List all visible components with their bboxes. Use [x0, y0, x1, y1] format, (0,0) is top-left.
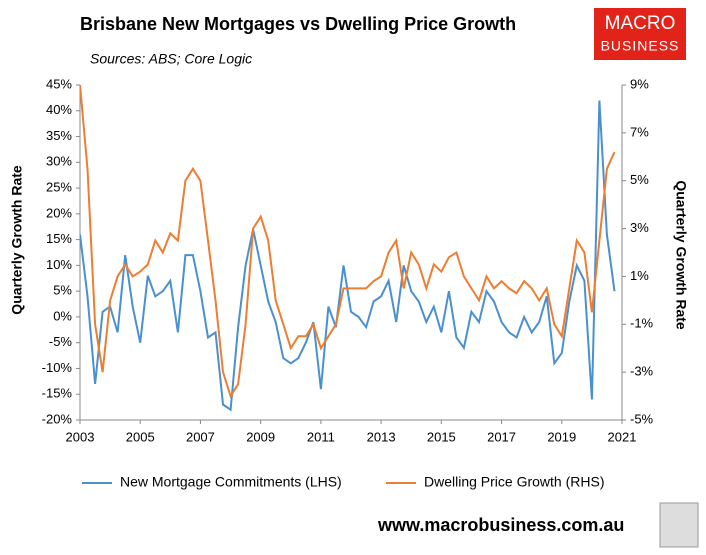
y-tick-label: 30% — [46, 154, 72, 169]
y2-tick-label: -5% — [630, 411, 654, 426]
y-tick-label: 25% — [46, 180, 72, 195]
y-tick-label: 5% — [53, 283, 72, 298]
logo-text: MACRO — [605, 13, 676, 34]
y2-tick-label: -3% — [630, 364, 654, 379]
data-line — [80, 85, 616, 399]
x-tick-label: 2015 — [427, 429, 456, 444]
y-tick-label: -5% — [49, 334, 73, 349]
x-tick-label: 2009 — [246, 429, 275, 444]
y2-tick-label: 9% — [630, 76, 649, 91]
x-tick-label: 2003 — [66, 429, 95, 444]
chart-title: Brisbane New Mortgages vs Dwelling Price… — [80, 14, 516, 34]
x-tick-label: 2005 — [126, 429, 155, 444]
y2-axis-label: Quarterly Growth Rate — [673, 180, 689, 330]
y2-tick-label: 1% — [630, 268, 649, 283]
y2-tick-label: 3% — [630, 220, 649, 235]
chart-subtitle: Sources: ABS; Core Logic — [90, 51, 252, 67]
x-tick-label: 2019 — [547, 429, 576, 444]
legend-label: Dwelling Price Growth (RHS) — [424, 474, 604, 490]
logo-text: BUSINESS — [601, 38, 680, 54]
x-tick-label: 2007 — [186, 429, 215, 444]
y-axis-label: Quarterly Growth Rate — [9, 165, 25, 315]
legend-label: New Mortgage Commitments (LHS) — [120, 474, 342, 490]
y-tick-label: -20% — [42, 411, 73, 426]
y-tick-label: 35% — [46, 128, 72, 143]
y-tick-label: 15% — [46, 231, 72, 246]
x-tick-label: 2013 — [367, 429, 396, 444]
y2-tick-label: -1% — [630, 316, 654, 331]
y-tick-label: 10% — [46, 257, 72, 272]
logo-image — [659, 502, 699, 548]
footer-url: www.macrobusiness.com.au — [377, 515, 624, 535]
y-tick-label: 0% — [53, 308, 72, 323]
y-tick-label: -15% — [42, 386, 73, 401]
y-tick-label: 40% — [46, 102, 72, 117]
y2-tick-label: 7% — [630, 124, 649, 139]
x-tick-label: 2021 — [608, 429, 637, 444]
logo-box — [594, 8, 686, 60]
x-tick-label: 2011 — [307, 429, 335, 444]
y-tick-label: 20% — [46, 205, 72, 220]
x-tick-label: 2017 — [487, 429, 516, 444]
y-tick-label: 45% — [46, 76, 72, 91]
y2-tick-label: 5% — [630, 172, 649, 187]
y-tick-label: -10% — [42, 360, 73, 375]
